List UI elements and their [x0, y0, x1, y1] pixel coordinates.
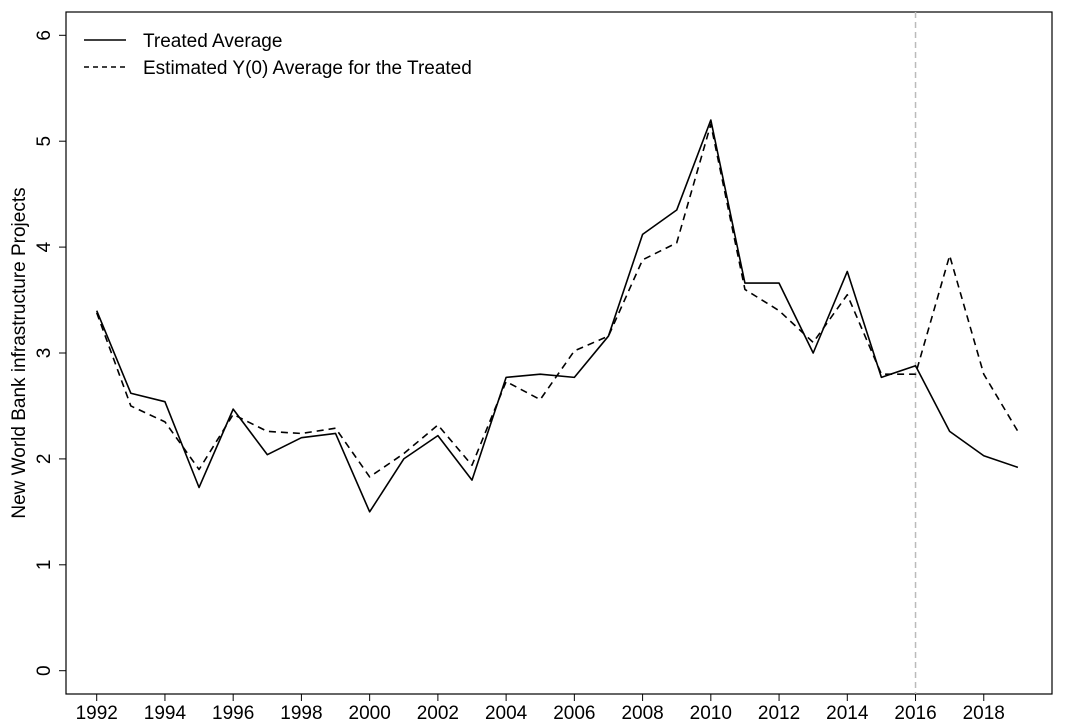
- x-axis: 1992 1994 1996 1998 2000 2002 2004 2006 2008 2010…: [76, 694, 1005, 720]
- legend-label-estimated: Estimated Y(0) Average for the Treated: [143, 58, 472, 79]
- legend: Treated Average Estimated Y(0) Average f…: [84, 31, 472, 79]
- y-axis-title: New World Bank infrastructure Projects: [9, 187, 30, 518]
- y-tick-label: 4: [34, 241, 55, 252]
- x-tick-label: 1996: [212, 703, 254, 720]
- x-tick-label: 2008: [621, 703, 663, 720]
- y-tick-label: 2: [34, 454, 55, 465]
- x-tick-label: 2012: [758, 703, 800, 720]
- series-line-treated-average: [95, 119, 1019, 513]
- y-tick-label: 3: [34, 348, 55, 359]
- x-tick-label: 2000: [349, 703, 391, 720]
- x-tick-label: 1998: [280, 703, 322, 720]
- x-tick-label: 2018: [963, 703, 1005, 720]
- x-tick-label: 2002: [417, 703, 459, 720]
- x-tick-label: 2004: [485, 703, 528, 720]
- x-tick-label: 2010: [690, 703, 732, 720]
- x-tick-label: 2006: [553, 703, 595, 720]
- x-tick-label: 2016: [894, 703, 936, 720]
- plot-frame: [65, 11, 1053, 695]
- y-tick-label: 1: [34, 560, 55, 571]
- y-tick-label: 0: [34, 665, 55, 676]
- legend-label-treated: Treated Average: [143, 31, 282, 52]
- y-tick-label: 6: [34, 30, 55, 41]
- x-tick-label: 2014: [826, 703, 869, 720]
- y-tick-label: 5: [34, 136, 55, 147]
- x-tick-label: 1994: [144, 703, 187, 720]
- series-line-estimated-y0-average: [95, 123, 1019, 478]
- x-tick-label: 1992: [76, 703, 118, 720]
- y-axis: 0 1 2 3 4 5 6: [34, 30, 66, 676]
- series-layer: [95, 119, 1019, 513]
